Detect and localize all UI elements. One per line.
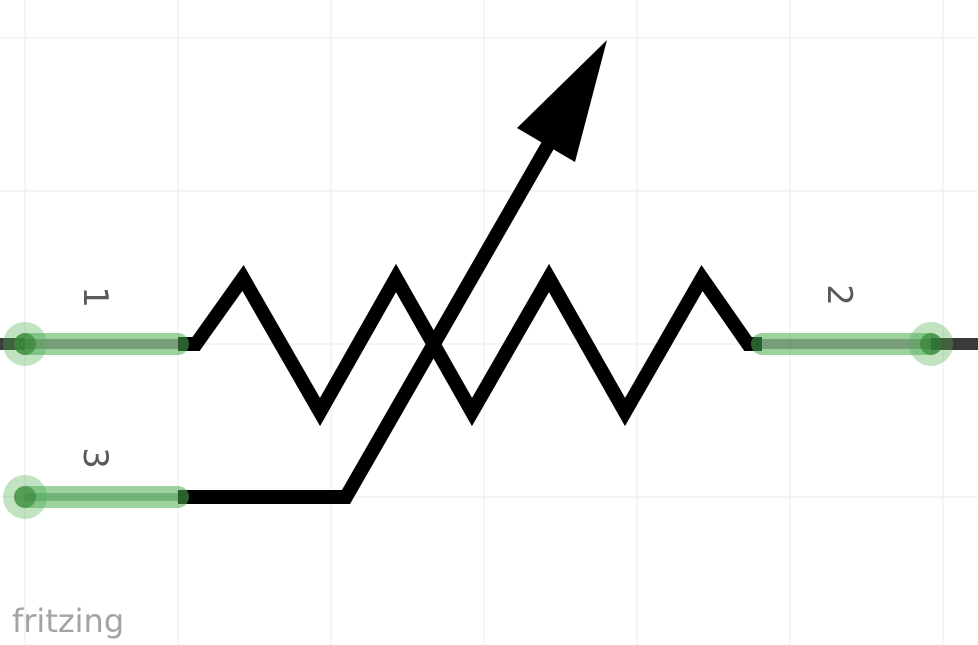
- wiper-line: [178, 134, 559, 504]
- pin-3-connector-dot: [14, 486, 36, 508]
- pin-1[interactable]: [0, 322, 189, 366]
- pin-2-label: 2: [819, 284, 859, 306]
- pin-1-connector-dot: [14, 333, 36, 355]
- pin-3-label: 3: [75, 447, 115, 469]
- pin-2[interactable]: [751, 322, 978, 366]
- resistor-zigzag: [178, 263, 762, 427]
- fritzing-watermark: fritzing: [12, 602, 124, 640]
- pin-1-label: 1: [75, 286, 115, 308]
- wiper-arrow-head: [517, 40, 607, 162]
- pin-3[interactable]: [3, 475, 189, 519]
- pin-2-connector-dot: [920, 333, 942, 355]
